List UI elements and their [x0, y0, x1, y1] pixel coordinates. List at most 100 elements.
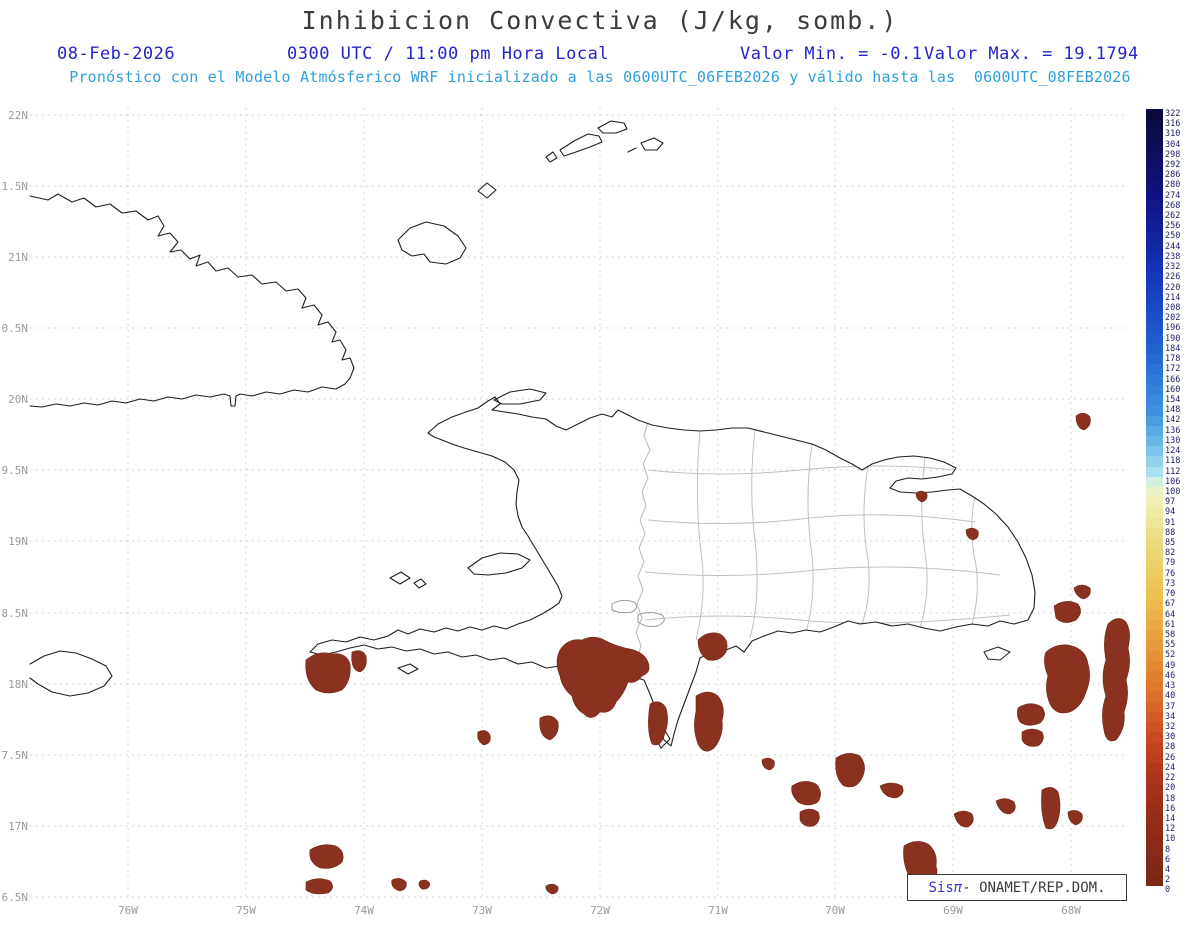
colorbar-tick-label: 37	[1165, 701, 1176, 712]
colorbar-swatch	[1146, 599, 1163, 610]
colorbar-segment: 136	[1146, 425, 1180, 436]
colorbar-tick-label: 286	[1165, 170, 1181, 181]
colorbar-swatch	[1146, 711, 1163, 723]
colorbar-tick-label: 184	[1165, 343, 1181, 354]
colorbar-swatch	[1146, 170, 1163, 181]
colorbar-tick-label: 166	[1165, 374, 1181, 385]
colorbar-swatch	[1146, 558, 1163, 569]
colorbar-tick-label: 256	[1165, 221, 1181, 232]
value-max-label: Valor Max. = 19.1794	[924, 44, 1139, 64]
colorbar-swatch	[1146, 303, 1163, 314]
colorbar-tick-label: 82	[1165, 548, 1176, 559]
colorbar-tick-label: 32	[1165, 721, 1176, 732]
colorbar-swatch	[1146, 844, 1163, 855]
colorbar-swatch	[1146, 854, 1163, 866]
colorbar-tick-label: 208	[1165, 303, 1181, 314]
colorbar-swatch	[1146, 344, 1163, 355]
colorbar-swatch	[1146, 476, 1163, 488]
colorbar-tick-label: 2	[1165, 875, 1171, 886]
colorbar-tick-label: 172	[1165, 364, 1181, 375]
colorbar-segment: 43	[1146, 681, 1180, 692]
colorbar-swatch	[1146, 313, 1163, 324]
colorbar-tick-label: 20	[1165, 783, 1176, 794]
colorbar-tick-label: 160	[1165, 384, 1181, 395]
colorbar-swatch	[1146, 681, 1163, 692]
colorbar-swatch	[1146, 773, 1163, 784]
colorbar-segment: 184	[1146, 343, 1181, 355]
colorbar-swatch	[1146, 456, 1163, 467]
colorbar-segment: 148	[1146, 405, 1180, 416]
colorbar-swatch	[1146, 568, 1163, 580]
colorbar-segment: 142	[1146, 415, 1180, 426]
colorbar-tick-label: 268	[1165, 200, 1181, 211]
colorbar-segment: 6	[1146, 854, 1180, 866]
colorbar-segment: 244	[1146, 241, 1180, 253]
colorbar-tick-label: 226	[1165, 272, 1181, 283]
colorbar-tick-label: 55	[1165, 640, 1176, 651]
colorbar-swatch	[1146, 119, 1163, 130]
colorbar-tick-label: 10	[1165, 834, 1176, 845]
colorbar-segment: 220	[1146, 282, 1180, 293]
colorbar-segment: 20	[1146, 783, 1180, 794]
colorbar-swatch	[1146, 395, 1163, 406]
colorbar-segment: 256	[1146, 221, 1181, 232]
colorbar-segment: 322	[1146, 109, 1180, 120]
colorbar-swatch	[1146, 579, 1163, 590]
colorbar-tick-label: 91	[1165, 517, 1176, 528]
colorbar-tick-label: 154	[1165, 394, 1181, 405]
colorbar-segment: 112	[1146, 466, 1181, 477]
colorbar-segment: 10	[1146, 834, 1180, 845]
colorbar-segment: 154	[1146, 394, 1181, 406]
colorbar-tick-label: 310	[1165, 129, 1181, 140]
colorbar-segment: 94	[1146, 507, 1180, 518]
colorbar-swatch	[1146, 446, 1163, 457]
colorbar-swatch	[1146, 415, 1163, 426]
colorbar-segment: 250	[1146, 231, 1180, 242]
colorbar-tick-label: 100	[1165, 486, 1181, 497]
colorbar-segment: 88	[1146, 527, 1180, 539]
colorbar-segment: 26	[1146, 752, 1180, 763]
colorbar-segment: 166	[1146, 374, 1181, 385]
colorbar-swatch	[1146, 875, 1163, 886]
colorbar-swatch	[1146, 374, 1163, 385]
colorbar-swatch	[1146, 589, 1163, 600]
colorbar-swatch	[1146, 272, 1163, 283]
pi-symbol: π	[953, 879, 963, 896]
colorbar-tick-label: 49	[1165, 660, 1176, 671]
colorbar-segment: 178	[1146, 354, 1181, 365]
colorbar-tick-label: 178	[1165, 354, 1181, 365]
colorbar-tick-label: 130	[1165, 435, 1181, 446]
colorbar-segment: 286	[1146, 170, 1181, 181]
colorbar-segment: 298	[1146, 149, 1180, 161]
colorbar-segment: 85	[1146, 538, 1180, 549]
colorbar-segment: 280	[1146, 180, 1180, 191]
colorbar-swatch	[1146, 630, 1163, 641]
colorbar-tick-label: 274	[1165, 190, 1181, 201]
colorbar-tick-label: 316	[1165, 119, 1181, 130]
colorbar-tick-label: 112	[1165, 466, 1181, 477]
colorbar-swatch	[1146, 241, 1163, 253]
colorbar-swatch	[1146, 292, 1163, 304]
coastlines	[29, 120, 1036, 749]
colorbar-swatch	[1146, 384, 1163, 396]
model-run-line: Pronóstico con el Modelo Atmósferico WRF…	[69, 68, 1131, 86]
colorbar-segment: 262	[1146, 211, 1180, 222]
colorbar-swatch	[1146, 262, 1163, 273]
colorbar-tick-label: 118	[1165, 456, 1181, 467]
colorbar-segment: 52	[1146, 650, 1180, 661]
colorbar-segment: 202	[1146, 313, 1180, 324]
colorbar-swatch	[1146, 149, 1163, 161]
colorbar-segment: 67	[1146, 599, 1180, 610]
colorbar-segment: 70	[1146, 589, 1180, 600]
credit-text: - ONAMET/REP.DOM.	[962, 879, 1106, 896]
colorbar-swatch	[1146, 824, 1163, 835]
colorbar-swatch	[1146, 129, 1163, 140]
colorbar: 322 316 310 304 298 292 286 280 274 268 262 256 250 2…	[1146, 109, 1180, 896]
colorbar-swatch	[1146, 660, 1163, 672]
colorbar-segment: 0	[1146, 885, 1180, 896]
lake-azuei	[611, 599, 638, 614]
colorbar-segment: 91	[1146, 517, 1180, 528]
colorbar-tick-label: 61	[1165, 619, 1176, 630]
colorbar-tick-label: 8	[1165, 844, 1171, 855]
hispaniola-coastline	[309, 396, 1036, 747]
